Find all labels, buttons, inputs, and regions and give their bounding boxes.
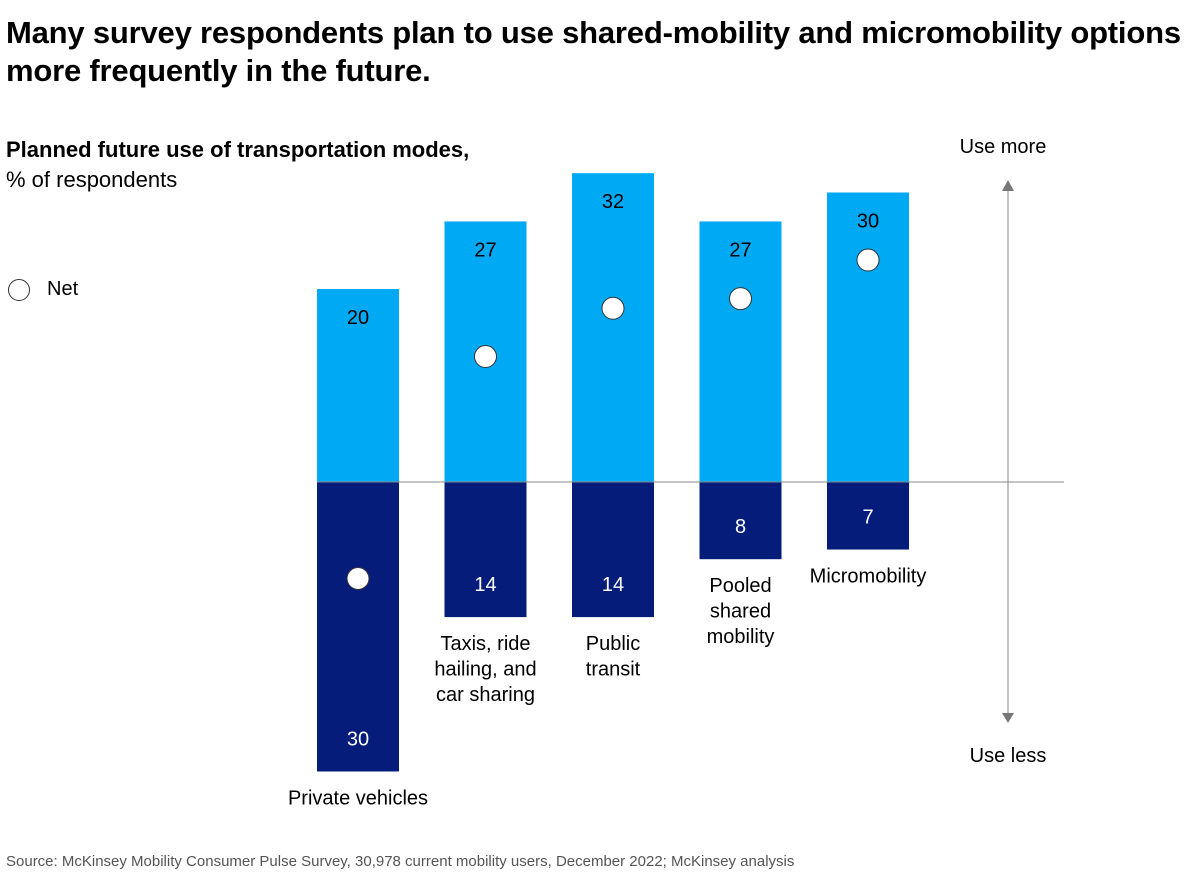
source-note: Source: McKinsey Mobility Consumer Pulse… (6, 853, 795, 870)
value-label-use-more: 27 (474, 239, 496, 261)
net-marker-pooled-shared-mobility (729, 287, 752, 311)
value-label-use-more: 30 (857, 211, 879, 233)
arrow-up-icon (1002, 180, 1014, 191)
subtitle-bold: Planned future use of transportation mod… (6, 137, 470, 162)
bar-use-more-pooled-shared-mobility (699, 221, 782, 482)
net-marker-private-vehicles (346, 567, 370, 590)
chart-title: Many survey respondents plan to use shar… (6, 15, 1181, 88)
net-marker-public-transit (601, 296, 625, 320)
arrow-down-icon (1002, 713, 1014, 723)
value-label-use-less: 7 (862, 507, 873, 529)
value-label-use-less: 30 (347, 729, 369, 751)
category-label: transit (586, 659, 641, 681)
legend-net-label: Net (47, 278, 79, 300)
bar-use-less-private-vehicles (317, 482, 399, 772)
bar-use-less-public-transit (572, 482, 654, 618)
bar-use-less-pooled-shared-mobility (699, 482, 782, 560)
category-label: Pooled (709, 575, 771, 597)
value-label-use-more: 27 (729, 239, 751, 261)
subtitle-unit: % of respondents (6, 167, 178, 192)
category-label: Private vehicles (288, 788, 428, 810)
bar-use-more-private-vehicles (317, 289, 399, 482)
bar-use-more-public-transit (572, 173, 654, 482)
axis-label-use-less: Use less (970, 745, 1047, 767)
bar-use-more-micromobility (827, 192, 909, 482)
value-label-use-less: 14 (602, 574, 624, 596)
category-label: mobility (707, 626, 775, 648)
value-label-use-more: 32 (602, 191, 624, 213)
category-label: Public (586, 633, 640, 655)
category-label: Taxis, ride (440, 633, 530, 655)
axis-label-use-more: Use more (960, 136, 1047, 158)
category-label: hailing, and (434, 659, 536, 681)
net-marker-taxis-ride-hailing-and-car-sharing (474, 345, 497, 369)
net-marker-icon (8, 278, 30, 301)
value-label-use-less: 8 (735, 516, 746, 538)
chart-subtitle: Planned future use of transportation mod… (6, 135, 469, 195)
value-label-use-less: 14 (474, 574, 496, 596)
direction-axis (1002, 180, 1014, 723)
value-label-use-more: 20 (347, 307, 369, 329)
legend: Net (8, 278, 78, 301)
bar-use-less-taxis-ride-hailing-and-car-sharing (444, 482, 527, 618)
category-label: Micromobility (810, 566, 927, 588)
bar-use-less-micromobility (827, 482, 909, 550)
net-marker-micromobility (856, 248, 880, 272)
category-label: car sharing (436, 684, 535, 706)
category-label: shared (710, 601, 771, 623)
